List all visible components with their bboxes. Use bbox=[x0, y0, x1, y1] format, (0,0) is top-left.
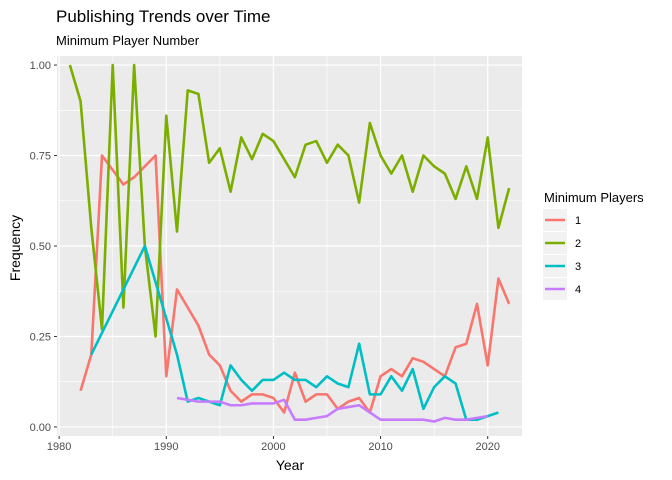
series-line-4 bbox=[176, 396, 488, 423]
y-tick-label: 0.75 bbox=[30, 151, 51, 163]
series-lines bbox=[68, 63, 511, 423]
y-axis: 0.00 0.25 0.50 0.75 1.00 bbox=[30, 60, 57, 434]
chart-title: Publishing Trends over Time bbox=[56, 7, 271, 26]
y-axis-title: Frequency bbox=[7, 215, 23, 281]
x-axis: 1980 1990 2000 2010 2020 bbox=[47, 436, 500, 453]
y-tick-label: 0.00 bbox=[30, 422, 51, 434]
series-line-2 bbox=[68, 63, 511, 338]
legend-title: Minimum Players bbox=[544, 190, 644, 205]
y-tick-label: 0.25 bbox=[30, 331, 51, 343]
legend-label-1: 1 bbox=[575, 215, 581, 227]
x-axis-title: Year bbox=[276, 457, 305, 473]
y-tick-label: 1.00 bbox=[30, 60, 51, 72]
x-tick-label: 2000 bbox=[261, 441, 285, 453]
legend-label-2: 2 bbox=[575, 238, 581, 250]
legend-label-3: 3 bbox=[575, 261, 581, 273]
x-tick-label: 2010 bbox=[368, 441, 392, 453]
x-tick-label: 1990 bbox=[154, 441, 178, 453]
x-tick-label: 2020 bbox=[475, 441, 499, 453]
series-line-1 bbox=[79, 154, 511, 414]
chart-subtitle: Minimum Player Number bbox=[56, 33, 200, 48]
x-tick-label: 1980 bbox=[47, 441, 71, 453]
y-tick-label: 0.50 bbox=[30, 241, 51, 253]
legend: Minimum Players 1 2 3 4 bbox=[543, 190, 644, 300]
legend-label-4: 4 bbox=[575, 284, 581, 296]
